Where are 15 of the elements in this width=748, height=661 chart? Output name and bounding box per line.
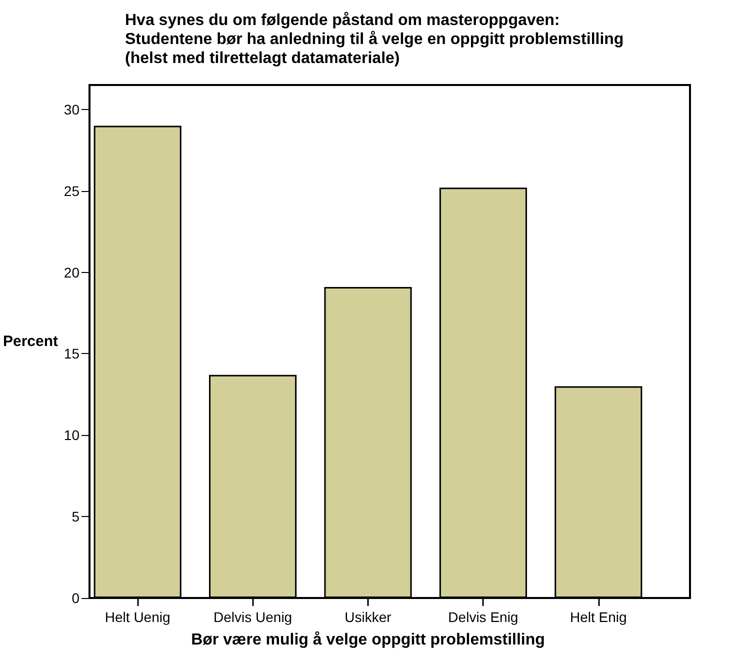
x-tick-label: Delvis Uenig <box>214 609 292 625</box>
chart-title: Hva synes du om følgende påstand om masteroppgaven: Studentene bør ha anledning til å velge en oppgitt problemstilling (helst med tilrettelagt datamateriale) <box>125 11 624 67</box>
y-tick-label: 5 <box>72 508 80 525</box>
y-tick-label: 10 <box>64 427 80 444</box>
x-tick-label: Helt Uenig <box>104 609 170 625</box>
y-tick-label: 15 <box>64 346 80 362</box>
x-axis-title: Bør være mulig å velge oppgitt problemstilling <box>191 630 545 648</box>
y-tick-label: 0 <box>72 590 80 606</box>
y-axis-title: Percent <box>3 333 58 350</box>
x-tick-label: Usikker <box>344 609 392 625</box>
x-tick-label: Delvis Enig <box>448 609 518 625</box>
y-tick-label: 20 <box>64 264 80 280</box>
y-tick-label: 25 <box>64 182 80 199</box>
y-tick-label: 30 <box>64 101 80 118</box>
x-tick-label: Helt Enig <box>570 609 627 625</box>
